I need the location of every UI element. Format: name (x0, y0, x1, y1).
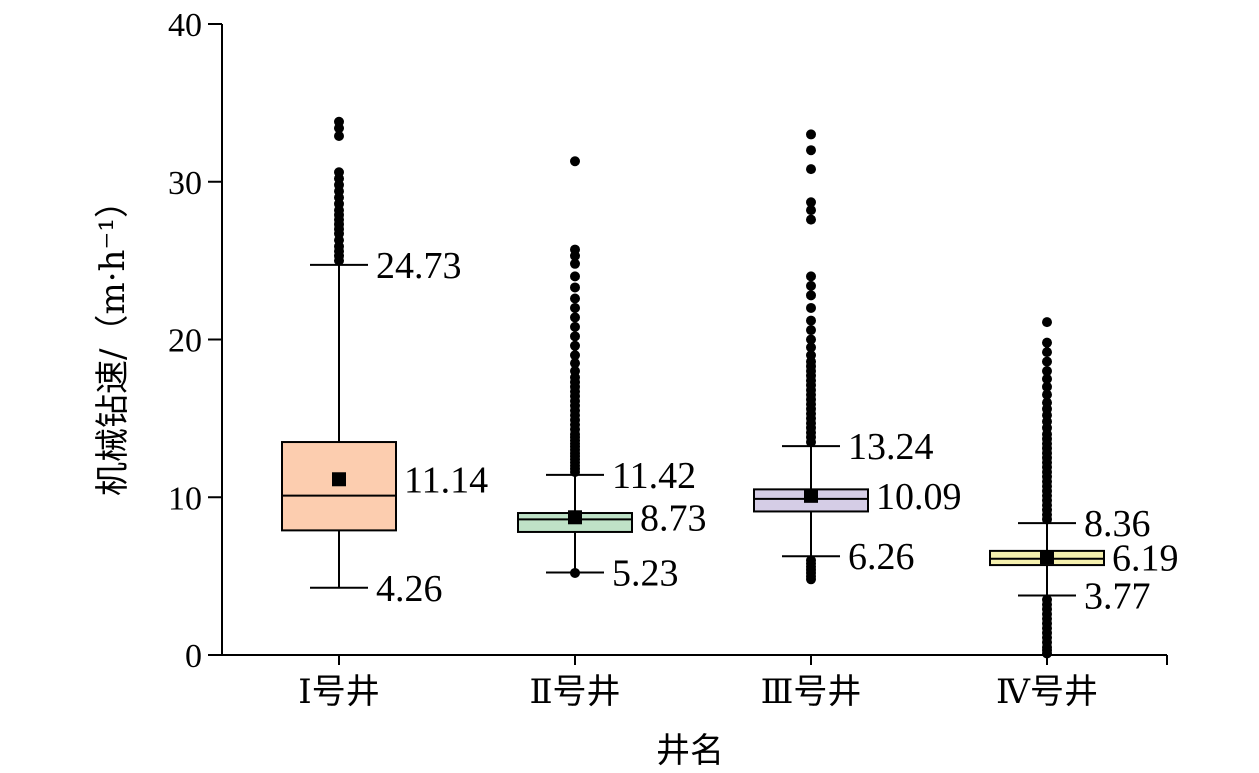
y-tick-label: 0 (185, 638, 202, 675)
outlier-point (1042, 317, 1052, 328)
outlier-point (570, 340, 580, 351)
whisker-low-label: 6.26 (848, 536, 915, 578)
mean-marker (332, 472, 346, 487)
box-group: 13.24 10.09 6.26 (753, 129, 962, 585)
outlier-point (570, 366, 580, 377)
outlier-point (570, 271, 580, 282)
outlier-point (570, 282, 580, 293)
whisker-high-label: 13.24 (848, 426, 934, 468)
x-tick-label: Ⅲ号井 (761, 672, 862, 712)
outlier-point (334, 116, 344, 127)
x-axis-title: 井名 (656, 731, 724, 771)
outlier-point (570, 358, 580, 369)
outlier-point (1042, 389, 1052, 400)
y-tick-label: 40 (168, 7, 202, 44)
whisker-low-label: 3.77 (1084, 576, 1151, 618)
whisker-low-label: 4.26 (376, 568, 443, 610)
outlier-point (1042, 648, 1052, 659)
whisker-high-label: 8.36 (1084, 503, 1151, 545)
box-group: 8.366.193.77 (989, 317, 1179, 659)
whisker-high-label: 24.73 (376, 245, 462, 287)
outlier-point (806, 271, 816, 282)
outlier-point (334, 131, 344, 142)
outlier-point (570, 244, 580, 255)
outlier-point (806, 342, 816, 353)
outlier-point (1042, 397, 1052, 408)
outlier-point (570, 350, 580, 361)
x-axis: Ⅰ号井 Ⅱ号井 Ⅲ号井 Ⅳ号井 (222, 654, 1168, 712)
mean-label: 11.14 (404, 459, 488, 501)
y-axis: 0 10 20 30 40 (168, 7, 223, 675)
outlier-point (806, 290, 816, 301)
mean-label: 6.19 (1112, 537, 1179, 579)
outlier-point (1042, 356, 1052, 367)
outlier-point (570, 156, 580, 167)
outlier-point (570, 312, 580, 323)
x-tick-label: Ⅱ号井 (529, 672, 620, 712)
outlier-point (1042, 373, 1052, 384)
outlier-point (1042, 347, 1052, 358)
outlier-point (806, 205, 816, 216)
outlier-point (806, 574, 816, 585)
outlier-point (806, 315, 816, 326)
outlier-point (806, 214, 816, 225)
x-tick-label: Ⅰ号井 (298, 672, 379, 712)
box-group: 24.73 11.14 4.26 (281, 116, 488, 610)
mean-label: 8.73 (640, 497, 707, 539)
box-series: 24.73 11.14 4.26 11.428.73 5.23 13.24 10.09 6.2… (281, 116, 1179, 659)
outlier-point (806, 197, 816, 208)
outlier-point (806, 145, 816, 156)
outlier-point (1042, 381, 1052, 392)
y-axis-title: 机械钻速/（m·h⁻¹） (93, 184, 133, 496)
outlier-point (806, 350, 816, 361)
outlier-point (806, 325, 816, 336)
outlier-point (806, 129, 816, 140)
outlier-point (570, 258, 580, 269)
mean-label: 10.09 (876, 476, 962, 518)
outlier-point (806, 280, 816, 291)
whisker-high-label: 11.42 (612, 455, 696, 497)
outlier-point (570, 302, 580, 313)
outlier-point (806, 334, 816, 345)
outlier-point (1042, 366, 1052, 377)
box-group: 11.428.73 5.23 (517, 156, 707, 594)
outlier-point (806, 164, 816, 175)
mean-marker (568, 510, 582, 525)
whisker-low-label: 5.23 (612, 552, 679, 594)
outlier-point (570, 293, 580, 304)
y-tick-label: 10 (168, 480, 202, 517)
y-tick-label: 20 (168, 323, 202, 360)
outlier-point (570, 567, 580, 578)
outlier-point (334, 167, 344, 178)
outlier-point (1042, 337, 1052, 348)
x-tick-label: Ⅳ号井 (996, 672, 1098, 712)
outlier-point (570, 321, 580, 332)
mean-marker (804, 488, 818, 503)
y-tick-label: 30 (168, 165, 202, 202)
outlier-point (570, 331, 580, 342)
outlier-point (806, 302, 816, 313)
mean-marker (1040, 550, 1054, 565)
